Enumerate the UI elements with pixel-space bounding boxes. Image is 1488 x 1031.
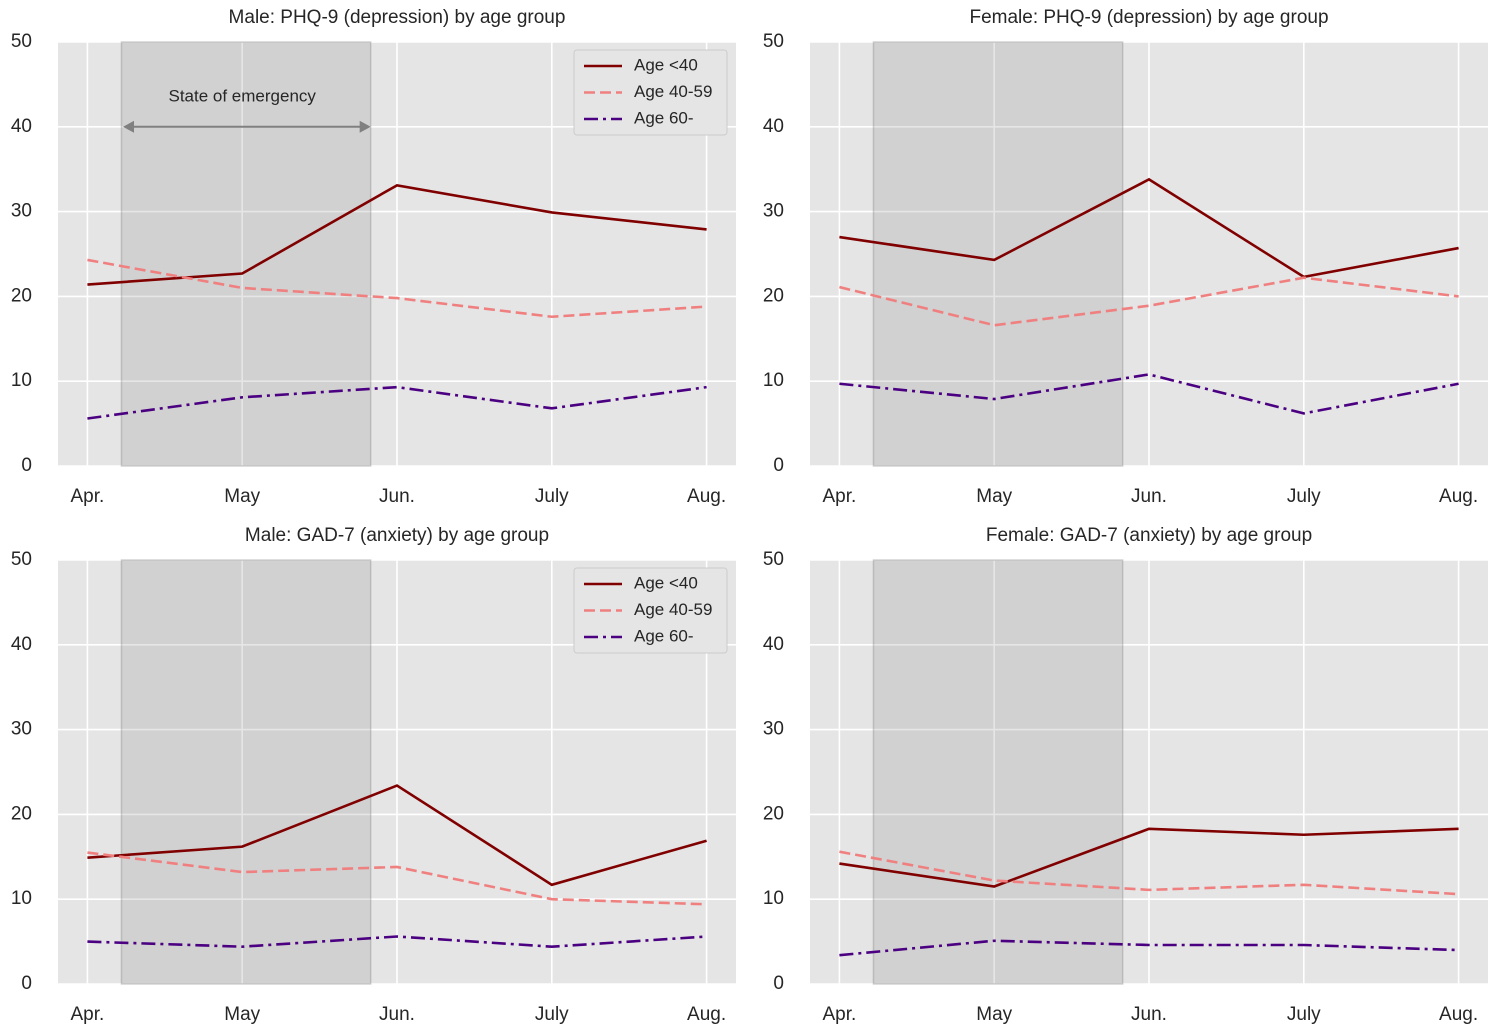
chart-title: Male: PHQ-9 (depression) by age group [229, 7, 566, 28]
chart-title: Male: GAD-7 (anxiety) by age group [245, 525, 549, 546]
legend-label: Age <40 [634, 55, 698, 74]
x-tick-label: Apr. [71, 486, 105, 507]
y-tick-label: 40 [763, 634, 784, 655]
y-tick-label: 50 [11, 549, 32, 570]
y-tick-label: 20 [11, 285, 32, 306]
y-tick-label: 50 [763, 31, 784, 52]
shaded-span [120, 559, 372, 985]
x-tick-label: July [1287, 1004, 1321, 1025]
x-tick-label: Jun. [1131, 1004, 1167, 1025]
y-tick-label: 0 [773, 455, 784, 476]
x-tick-label: Aug. [687, 486, 726, 507]
y-tick-label: 30 [763, 719, 784, 740]
x-tick-label: Aug. [1439, 486, 1478, 507]
y-tick-label: 0 [773, 973, 784, 994]
y-tick-label: 40 [11, 116, 32, 137]
y-tick-label: 50 [11, 31, 32, 52]
x-tick-label: May [976, 486, 1012, 507]
x-tick-label: May [224, 486, 260, 507]
x-tick-label: Aug. [1439, 1004, 1478, 1025]
shaded-span [872, 41, 1124, 467]
series-line [87, 935, 707, 948]
y-tick-label: 30 [763, 201, 784, 222]
x-tick-label: July [535, 486, 569, 507]
legend-box [573, 567, 728, 654]
shaded-span [872, 559, 1124, 985]
legend-box [573, 49, 728, 136]
x-tick-label: Apr. [823, 486, 857, 507]
x-tick-label: Jun. [379, 1004, 415, 1025]
series-line [839, 276, 1459, 327]
legend-label: Age <40 [634, 573, 698, 592]
legend-label: Age 40-59 [634, 82, 712, 101]
series-line [839, 850, 1459, 896]
annotation: State of emergency [168, 87, 316, 106]
y-tick-label: 30 [11, 719, 32, 740]
series-line [87, 385, 707, 420]
y-tick-label: 0 [21, 973, 32, 994]
series-line [87, 183, 707, 286]
series-line [87, 258, 707, 319]
x-tick-label: July [535, 1004, 569, 1025]
y-tick-label: 20 [763, 803, 784, 824]
x-tick-label: Apr. [71, 1004, 105, 1025]
y-tick-label: 40 [11, 634, 32, 655]
series-line [87, 851, 707, 906]
chart-title: Female: GAD-7 (anxiety) by age group [986, 525, 1312, 546]
x-tick-label: Apr. [823, 1004, 857, 1025]
legend-label: Age 60- [634, 108, 694, 127]
series-line [839, 939, 1459, 957]
x-tick-label: Aug. [687, 1004, 726, 1025]
x-tick-label: May [976, 1004, 1012, 1025]
legend-label: Age 60- [634, 626, 694, 645]
x-tick-label: July [1287, 486, 1321, 507]
series-line [839, 177, 1459, 279]
y-tick-label: 20 [11, 803, 32, 824]
y-tick-label: 50 [763, 549, 784, 570]
legend-label: Age 40-59 [634, 600, 712, 619]
y-tick-label: 10 [763, 888, 784, 909]
x-tick-label: Jun. [1131, 486, 1167, 507]
series-line [87, 784, 707, 887]
series-line [839, 373, 1459, 415]
y-tick-label: 40 [763, 116, 784, 137]
y-tick-label: 10 [11, 888, 32, 909]
y-tick-label: 10 [763, 370, 784, 391]
x-tick-label: Jun. [379, 486, 415, 507]
shaded-span [120, 41, 372, 467]
series-line [839, 827, 1459, 888]
y-tick-label: 10 [11, 370, 32, 391]
x-tick-label: May [224, 1004, 260, 1025]
chart-title: Female: PHQ-9 (depression) by age group [969, 7, 1328, 28]
y-tick-label: 0 [21, 455, 32, 476]
y-tick-label: 30 [11, 201, 32, 222]
y-tick-label: 20 [763, 285, 784, 306]
